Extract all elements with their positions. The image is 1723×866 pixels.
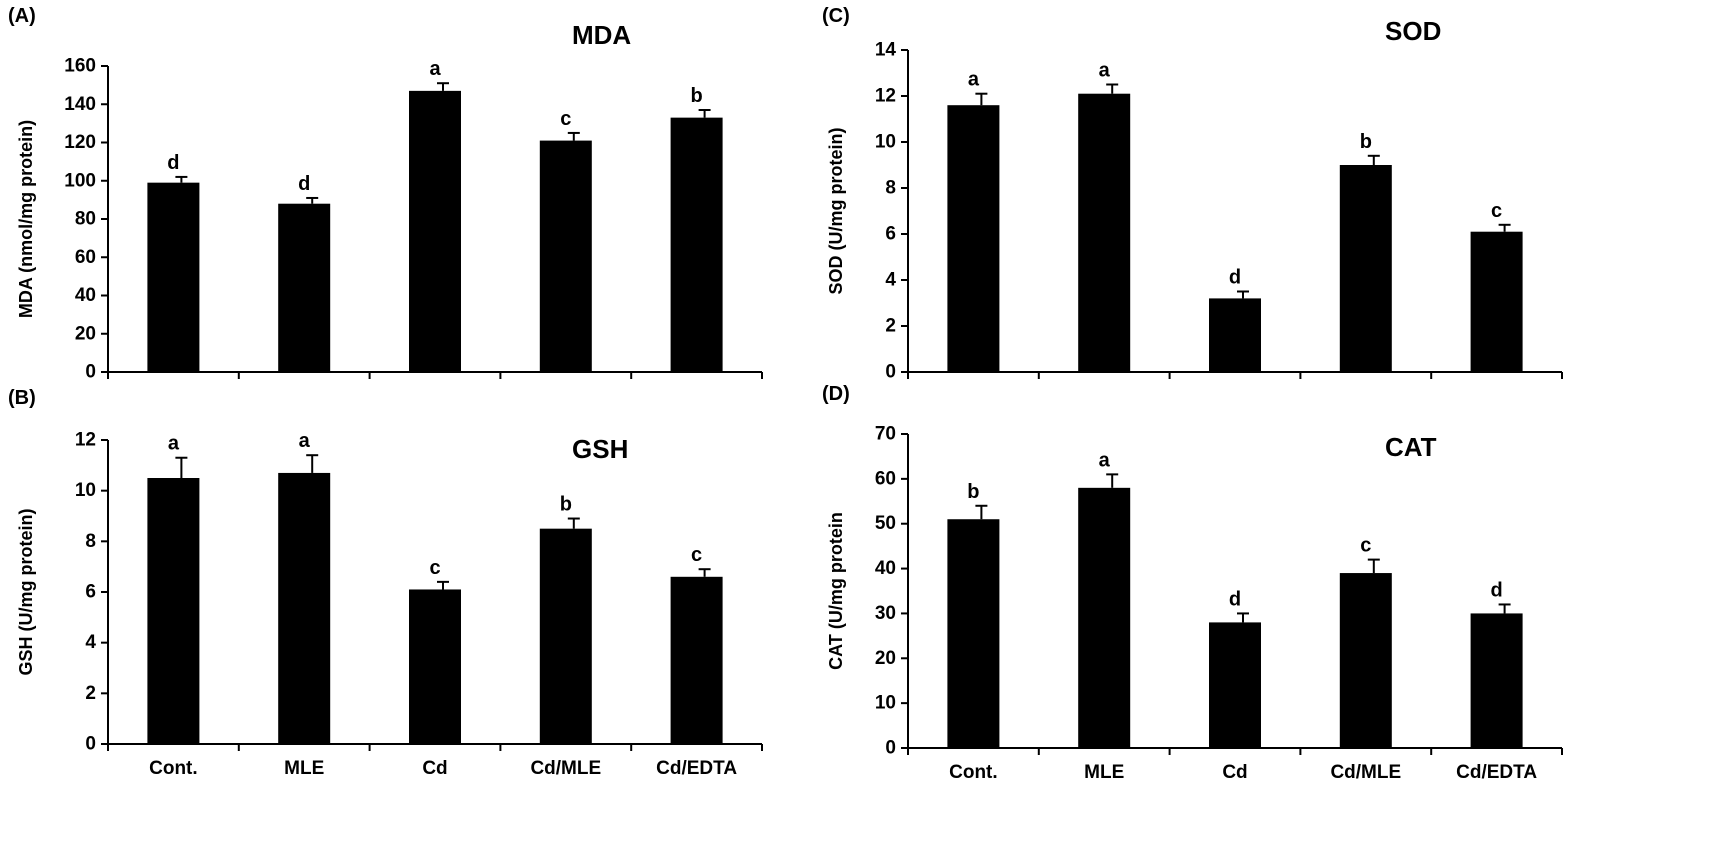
significance-letter: d [1229, 588, 1241, 610]
significance-letter: c [691, 544, 702, 566]
significance-letter: c [560, 108, 571, 130]
y-tick-label: 0 [885, 362, 896, 383]
bar-cd [1209, 622, 1261, 748]
x-tick-label: Cd/MLE [1330, 762, 1401, 783]
significance-letter: c [1360, 535, 1371, 557]
significance-letter: a [429, 58, 441, 80]
bar-mle [278, 203, 331, 372]
x-tick-label: Cd [422, 758, 447, 779]
y-axis-label: GSH (U/mg protein) [16, 509, 36, 676]
bar-mle [278, 472, 331, 744]
significance-letter: b [560, 494, 572, 516]
x-tick-label: Cd/EDTA [656, 758, 737, 779]
y-tick-label: 10 [875, 693, 896, 714]
bar-cd-edta [670, 117, 723, 372]
panel-label: (C) [822, 5, 850, 27]
bar-cd-mle [539, 140, 592, 372]
y-tick-label: 10 [875, 132, 896, 153]
y-tick-label: 14 [875, 40, 897, 61]
y-tick-label: 12 [875, 86, 896, 107]
y-tick-label: 4 [885, 270, 896, 291]
bar-cont- [947, 519, 1000, 748]
significance-letter: b [1360, 131, 1372, 153]
y-tick-label: 20 [875, 648, 896, 669]
bar-cd-mle [539, 528, 592, 744]
y-tick-label: 30 [875, 603, 896, 624]
bar-cd-edta [1470, 231, 1523, 372]
y-tick-label: 8 [85, 531, 96, 552]
significance-letter: a [299, 430, 311, 452]
y-tick-label: 80 [75, 209, 96, 230]
x-tick-label: MLE [1084, 762, 1124, 783]
y-tick-label: 0 [85, 734, 96, 755]
x-tick-label: MLE [284, 758, 324, 779]
bar-cont- [147, 478, 200, 744]
y-tick-label: 2 [885, 316, 896, 337]
bar-mle [1078, 93, 1131, 372]
y-tick-label: 12 [75, 430, 96, 451]
bar-cd-edta [670, 576, 723, 744]
y-tick-label: 60 [875, 468, 896, 489]
y-tick-label: 70 [875, 424, 896, 445]
significance-letter: a [968, 69, 980, 91]
chart-title: CAT [1385, 432, 1437, 462]
significance-letter: a [1099, 60, 1111, 82]
y-axis-label: CAT (U/mg protein [826, 512, 846, 670]
chart-title: SOD [1385, 16, 1441, 46]
y-axis-label: MDA (nmol/mg protein) [16, 120, 36, 318]
bar-cd-mle [1339, 573, 1392, 748]
bar-cd [409, 589, 461, 744]
significance-letter: a [1099, 449, 1111, 471]
x-tick-label: Cd/MLE [530, 758, 601, 779]
significance-letter: c [1491, 200, 1502, 222]
bar-cd-edta [1470, 613, 1523, 748]
panel-label: (B) [8, 387, 36, 409]
y-tick-label: 6 [85, 582, 96, 603]
x-tick-label: Cont. [949, 762, 998, 783]
y-tick-label: 140 [64, 94, 96, 115]
x-tick-label: Cd/EDTA [1456, 762, 1537, 783]
significance-letter: d [167, 152, 179, 174]
significance-letter: a [168, 433, 180, 455]
significance-letter: d [1229, 267, 1241, 289]
y-tick-label: 120 [64, 132, 96, 153]
panel-label: (A) [8, 5, 36, 27]
y-tick-label: 160 [64, 56, 96, 77]
significance-letter: d [298, 173, 310, 195]
bar-mle [1078, 487, 1131, 748]
bar-cont- [947, 105, 1000, 372]
y-tick-label: 0 [885, 738, 896, 759]
significance-letter: b [967, 481, 979, 503]
significance-letter: b [690, 85, 702, 107]
y-tick-label: 8 [885, 178, 896, 199]
y-tick-label: 10 [75, 480, 96, 501]
significance-letter: d [1490, 579, 1502, 601]
y-tick-label: 4 [85, 632, 96, 653]
bar-cont- [147, 182, 200, 372]
y-tick-label: 60 [75, 247, 96, 268]
y-tick-label: 6 [885, 224, 896, 245]
y-tick-label: 100 [64, 170, 96, 191]
y-axis-label: SOD (U/mg protein) [826, 128, 846, 295]
y-tick-label: 50 [875, 513, 896, 534]
bar-cd [409, 90, 461, 373]
chart-title: MDA [572, 20, 631, 50]
chart-title: GSH [572, 434, 628, 464]
bar-cd-mle [1339, 165, 1392, 372]
x-tick-label: Cont. [149, 758, 198, 779]
y-tick-label: 0 [85, 362, 96, 383]
y-tick-label: 40 [75, 285, 96, 306]
y-tick-label: 2 [85, 683, 96, 704]
y-tick-label: 40 [875, 558, 896, 579]
x-tick-label: Cd [1222, 762, 1247, 783]
y-tick-label: 20 [75, 323, 96, 344]
significance-letter: c [429, 557, 440, 579]
bar-cd [1209, 298, 1261, 372]
panel-label: (D) [822, 383, 850, 405]
